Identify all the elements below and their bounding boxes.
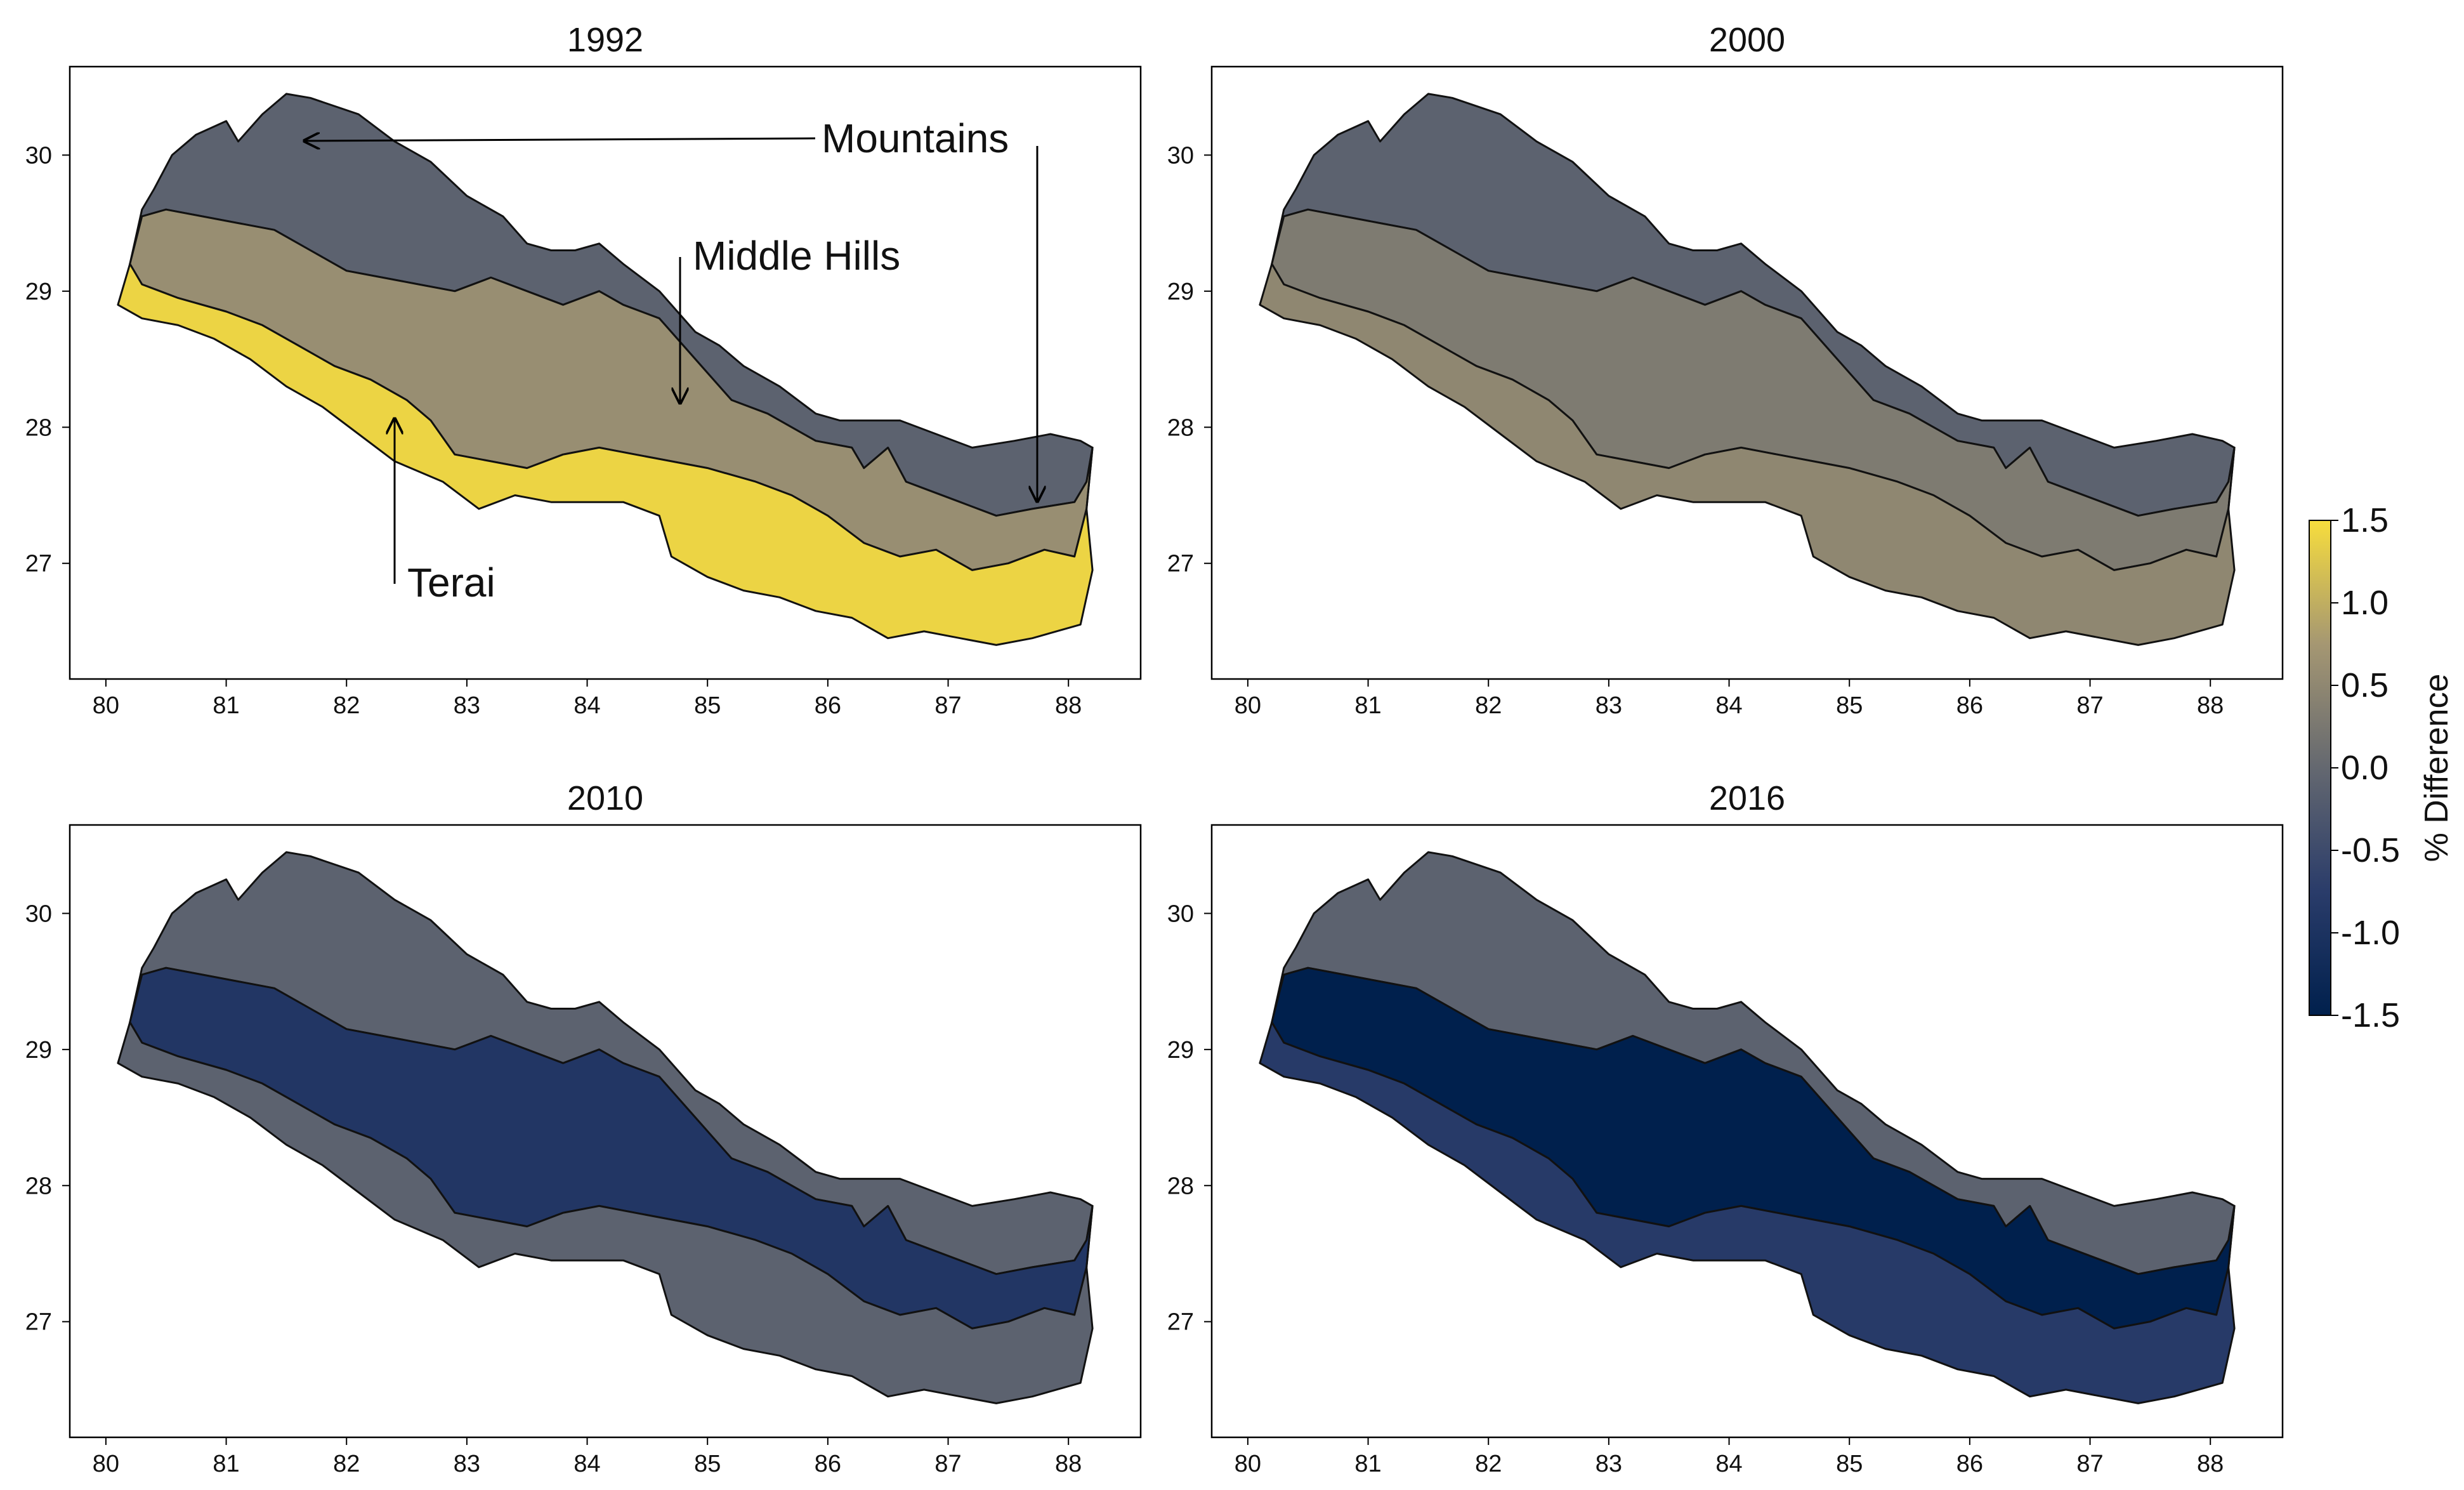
axes-frame: [69, 65, 1142, 680]
axes-frame: [1210, 65, 2284, 680]
colorbar-tick-label: 0.0: [2341, 749, 2389, 787]
colorbar-bar: [2309, 520, 2331, 1016]
terai-label: Terai: [407, 560, 495, 605]
x-tick-label: 83: [454, 692, 480, 719]
y-tick-label: 30: [1167, 900, 1194, 927]
x-tick-label: 83: [1596, 692, 1622, 719]
x-tick-label: 86: [815, 692, 841, 719]
x-tick-label: 84: [573, 1451, 600, 1477]
region-terai: [1259, 1021, 2236, 1404]
y-tick-label: 28: [25, 414, 52, 441]
x-tick-label: 86: [1956, 692, 1983, 719]
mountains-arrow-left: [305, 138, 816, 141]
region-terai: [117, 263, 1094, 646]
map-panel-2016: 2016 80 81 82 83 84 85 86 87 88 30 29 28 27: [1167, 779, 2284, 1477]
x-tick-label: 88: [1055, 1451, 1082, 1477]
y-tick-label: 30: [25, 900, 52, 927]
x-tick-label: 80: [1235, 1451, 1261, 1477]
x-tick-label: 81: [1354, 1451, 1381, 1477]
x-tick-label: 86: [1956, 1451, 1983, 1477]
colorbar: 1.5 1.0 0.5 0.0 -0.5 -1.0 -1.5 % Difference: [2309, 501, 2455, 1034]
x-tick-label: 85: [1836, 1451, 1863, 1477]
x-tick-label: 84: [1715, 692, 1742, 719]
x-tick-label: 81: [213, 1451, 239, 1477]
x-tick-label: 84: [1715, 1451, 1742, 1477]
y-tick-label: 29: [25, 1037, 52, 1064]
x-tick-label: 81: [1354, 692, 1381, 719]
x-tick-label: 81: [213, 692, 239, 719]
colorbar-tick-label: 1.5: [2341, 501, 2389, 539]
x-tick-label: 87: [2076, 1451, 2103, 1477]
y-tick-label: 28: [1167, 414, 1194, 441]
annotations: Mountains Middle Hills Terai: [305, 115, 1037, 605]
axes-frame: [69, 824, 1142, 1439]
colorbar-tick-label: 1.0: [2341, 584, 2389, 622]
colorbar-tick-label: -1.5: [2341, 996, 2400, 1034]
colorbar-tick-label: -0.5: [2341, 831, 2400, 869]
y-tick-label: 30: [25, 142, 52, 169]
x-tick-label: 82: [333, 1451, 360, 1477]
mountains-label: Mountains: [822, 115, 1009, 161]
x-tick-label: 87: [934, 1451, 961, 1477]
x-tick-label: 85: [694, 1451, 721, 1477]
x-tick-label: 88: [2197, 1451, 2224, 1477]
y-tick-label: 29: [25, 279, 52, 305]
map-panel-2000: 2000 80 81 82 83 84 85 86 87 88 30 29 28 27: [1167, 21, 2284, 719]
y-tick-label: 29: [1167, 1037, 1194, 1064]
x-tick-label: 82: [1475, 692, 1502, 719]
x-tick-label: 83: [454, 1451, 480, 1477]
panel-title: 1992: [567, 21, 643, 59]
x-tick-label: 88: [1055, 692, 1082, 719]
x-tick-label: 87: [934, 692, 961, 719]
region-terai: [1259, 263, 2236, 646]
y-tick-label: 28: [25, 1173, 52, 1199]
x-tick-label: 80: [1235, 692, 1261, 719]
y-tick-label: 30: [1167, 142, 1194, 169]
x-tick-label: 85: [694, 692, 721, 719]
y-tick-label: 27: [1167, 1309, 1194, 1336]
map-panel-2010: 2010 80 81 82 83 84 85 86 87 88 30 29 28 27: [25, 779, 1142, 1477]
x-tick-label: 84: [573, 692, 600, 719]
y-tick-label: 27: [25, 1309, 52, 1336]
y-tick-label: 27: [1167, 551, 1194, 577]
colorbar-tick-label: 0.5: [2341, 666, 2389, 704]
middle-hills-label: Middle Hills: [693, 233, 900, 279]
x-tick-label: 88: [2197, 692, 2224, 719]
colorbar-tick-label: -1.0: [2341, 914, 2400, 952]
axes-frame: [1210, 824, 2284, 1439]
x-tick-label: 83: [1596, 1451, 1622, 1477]
panel-title: 2000: [1709, 21, 1785, 59]
region-terai: [117, 1021, 1094, 1404]
x-tick-label: 80: [93, 692, 119, 719]
y-tick-label: 28: [1167, 1173, 1194, 1199]
x-tick-label: 82: [333, 692, 360, 719]
colorbar-ticks: 1.5 1.0 0.5 0.0 -0.5 -1.0 -1.5: [2331, 501, 2400, 1034]
panel-title: 2010: [567, 779, 643, 817]
x-tick-label: 82: [1475, 1451, 1502, 1477]
x-tick-label: 80: [93, 1451, 119, 1477]
colorbar-label: % Difference: [2418, 674, 2455, 862]
y-tick-label: 27: [25, 551, 52, 577]
panel-title: 2016: [1709, 779, 1785, 817]
y-tick-label: 29: [1167, 279, 1194, 305]
x-tick-label: 85: [1836, 692, 1863, 719]
x-tick-label: 86: [815, 1451, 841, 1477]
x-tick-label: 87: [2076, 692, 2103, 719]
